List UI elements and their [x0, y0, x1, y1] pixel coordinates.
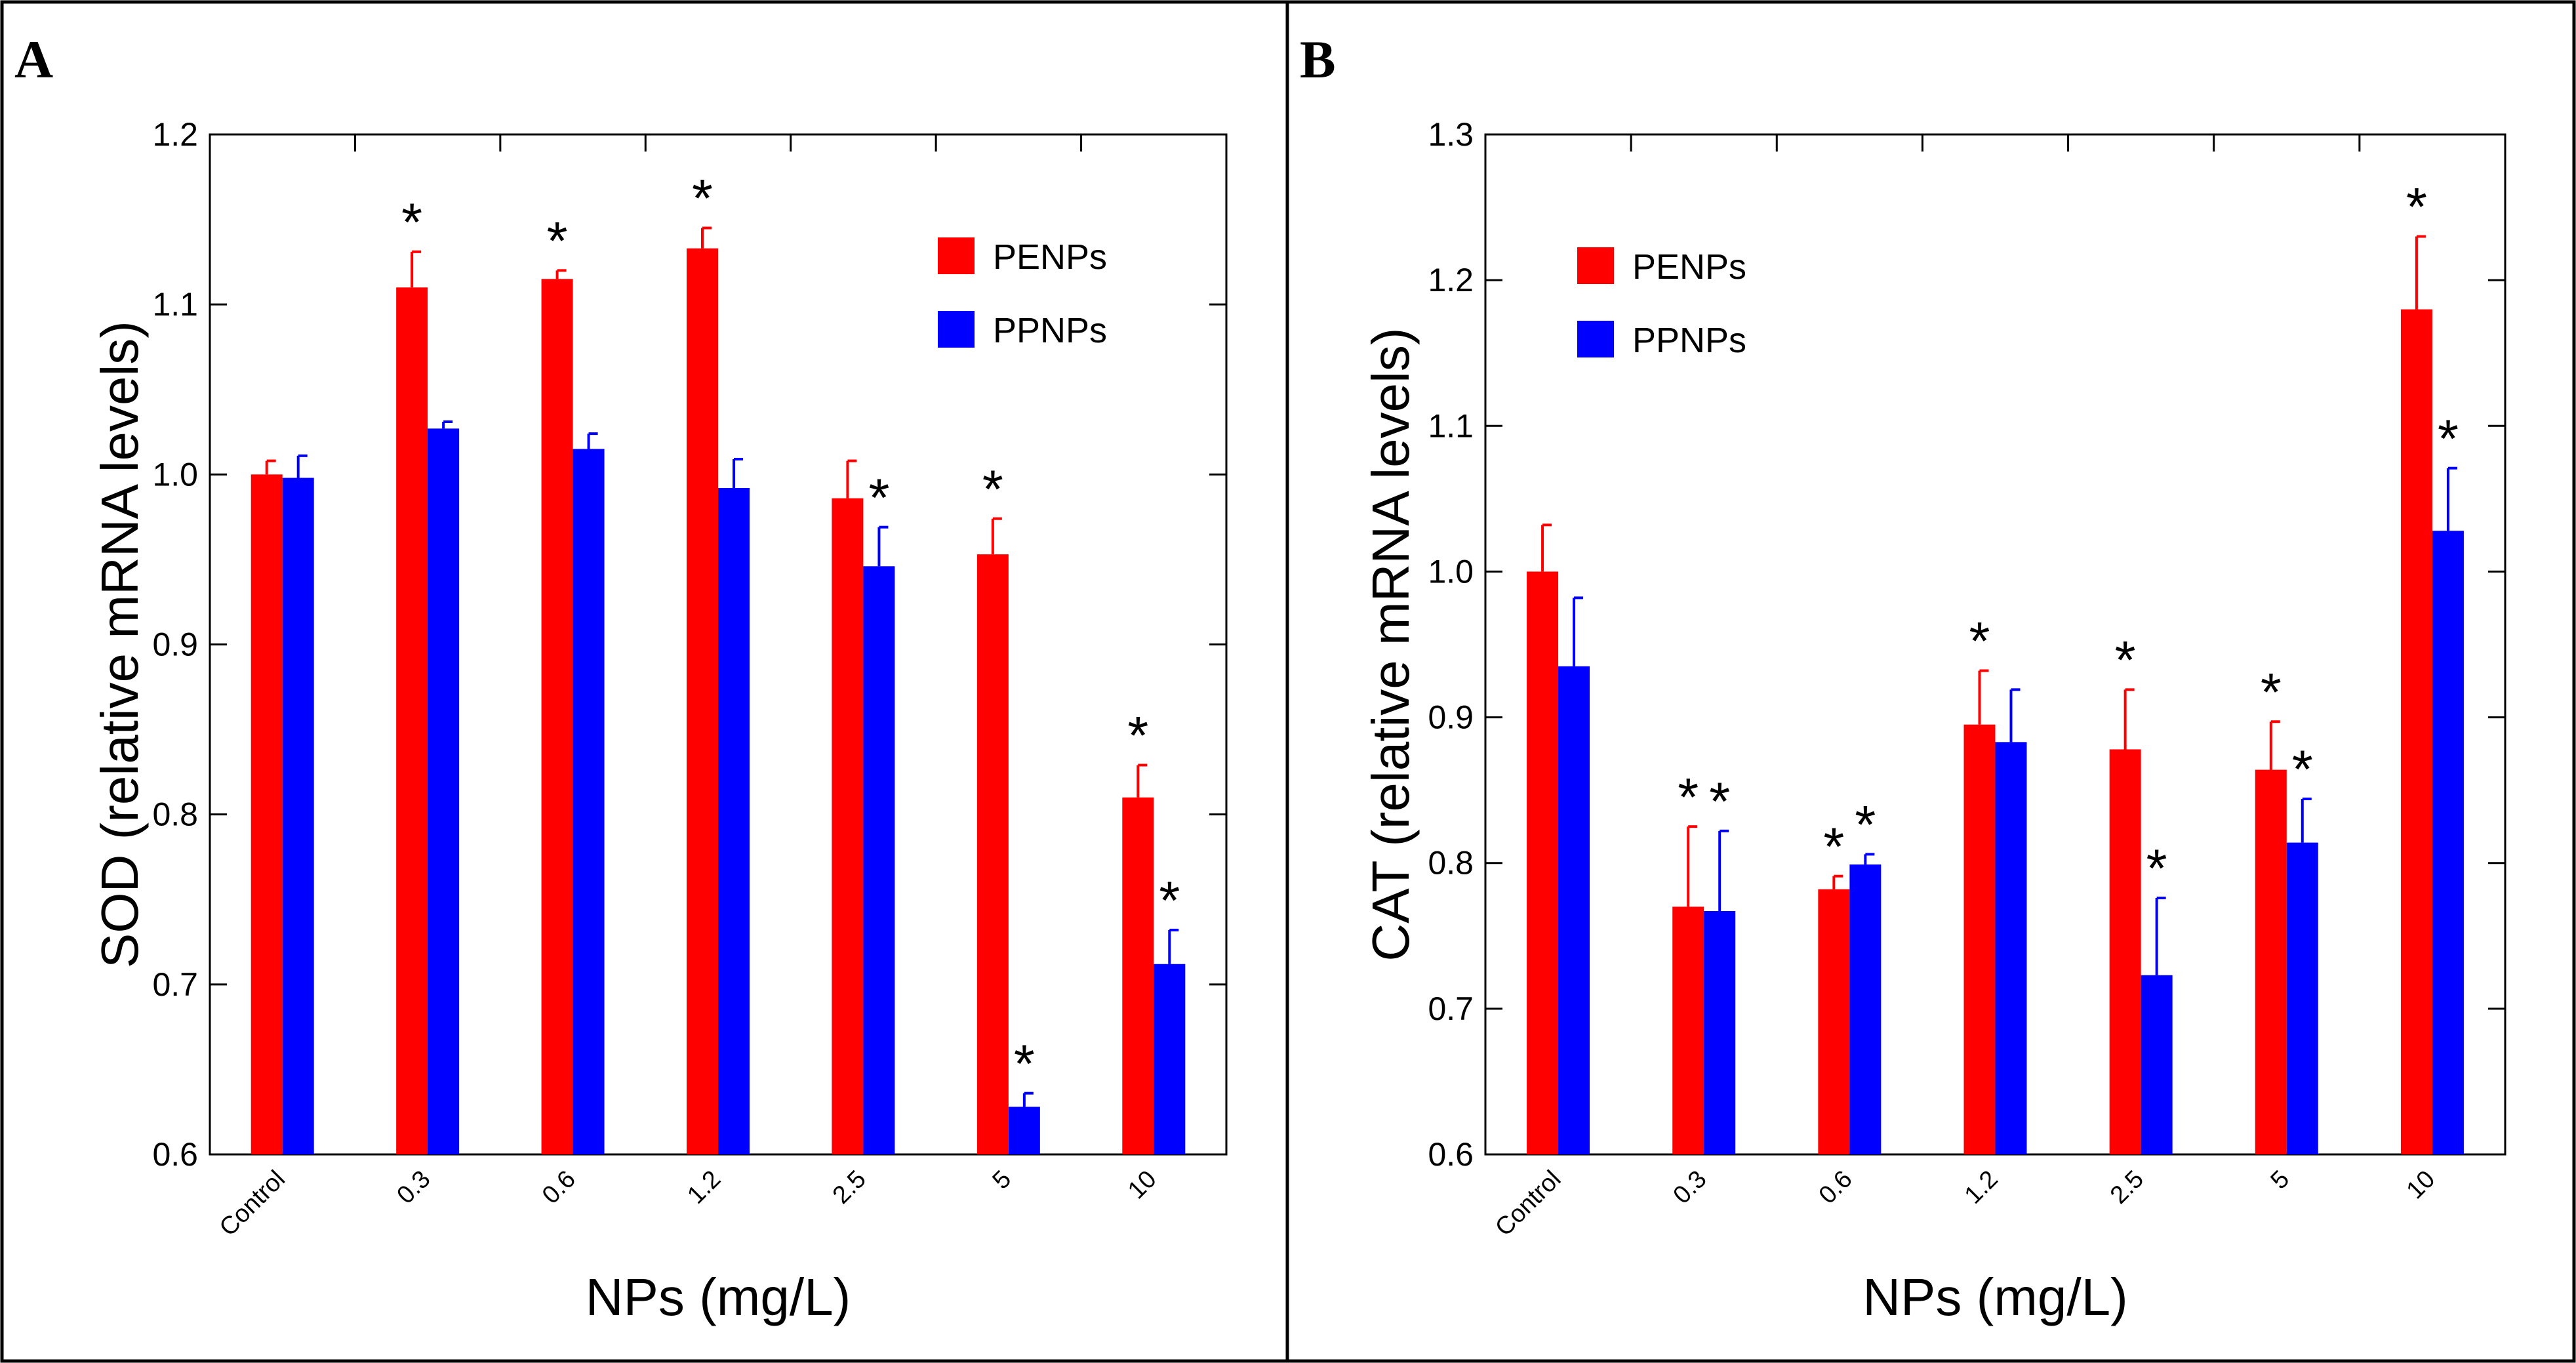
panel-b-ytick-label: 1.0	[1428, 553, 1474, 590]
panel-a-significance-star: *	[1127, 706, 1148, 766]
panel-a-ytick-label: 1.2	[152, 116, 198, 153]
panel-a-x-axis-title: NPs (mg/L)	[586, 1268, 851, 1326]
panel-a-letter: A	[14, 30, 53, 89]
panel-b-significance-star: *	[2146, 839, 2167, 899]
panel-b-ytick-label: 1.2	[1428, 262, 1474, 298]
panel-b-legend-swatch-penps	[1577, 247, 1614, 284]
panel-b-bar-penps	[1963, 724, 1996, 1154]
panel-a-bar-penps	[976, 554, 1009, 1154]
panel-b-significance-star: *	[1823, 817, 1844, 877]
panel-a-bar-penps	[251, 474, 283, 1155]
panel-b-bar-ppnps	[2141, 975, 2173, 1154]
panel-b-significance-star: *	[2406, 178, 2427, 237]
panel-b-significance-star: *	[1678, 767, 1699, 827]
panel-b-ytick-label: 0.8	[1428, 845, 1474, 882]
panel-a-bar-ppnps	[1154, 964, 1186, 1154]
panel-a-ytick-label: 0.9	[152, 626, 198, 663]
panel-a-bar-penps	[1122, 797, 1154, 1154]
panel-b-legend-label: PENPs	[1632, 247, 1746, 287]
panel-a-significance-star: *	[547, 211, 568, 271]
panel-b-bar-ppnps	[1704, 911, 1736, 1154]
panel-b-significance-star: *	[2438, 409, 2459, 469]
panel-a-legend-label: PENPs	[993, 237, 1107, 277]
panel-b-bar-penps	[2400, 309, 2432, 1155]
panel-a-legend-swatch-ppnps	[938, 311, 975, 348]
panel-b-bar-ppnps	[1849, 864, 1882, 1154]
panel-b-bar-penps	[1672, 906, 1704, 1154]
panel-b-ytick-label: 0.7	[1428, 990, 1474, 1027]
panel-a-significance-star: *	[982, 460, 1003, 519]
panel-b-ytick-label: 1.1	[1428, 407, 1474, 444]
panel-a-significance-star: *	[401, 193, 422, 253]
panel-a-bar-ppnps	[282, 478, 314, 1155]
panel-a-y-axis-title: SOD (relative mRNA levels)	[91, 321, 149, 968]
panel-b-bar-penps	[1527, 571, 1559, 1154]
panel-a-bar-penps	[541, 279, 573, 1155]
panel-a-significance-star: *	[868, 468, 889, 528]
panel-b-bar-ppnps	[1995, 742, 2027, 1154]
panel-a-legend-label: PPNPs	[993, 311, 1107, 350]
panel-b-bar-ppnps	[2432, 531, 2464, 1154]
panel-a-ytick-label: 1.1	[152, 286, 198, 323]
panel-b-legend-swatch-ppnps	[1577, 321, 1614, 357]
panel-b-ytick-label: 0.6	[1428, 1136, 1474, 1173]
panel-b-bar-ppnps	[2286, 842, 2318, 1154]
panel-b-letter: B	[1300, 30, 1336, 89]
panel-a-bar-penps	[396, 287, 428, 1154]
panel-b-significance-star: *	[1969, 612, 1990, 672]
panel-a-ytick-label: 0.8	[152, 796, 198, 833]
panel-b-y-axis-title: CAT (relative mRNA levels)	[1361, 327, 1420, 961]
panel-b-bar-ppnps	[1558, 666, 1590, 1154]
panel-b-ytick-label: 1.3	[1428, 116, 1474, 153]
panel-a-bar-ppnps	[1008, 1107, 1040, 1154]
panel-a-legend-swatch-penps	[938, 237, 975, 274]
panel-b-significance-star: *	[1709, 772, 1730, 832]
panel-a-bar-ppnps	[573, 449, 605, 1155]
panel-a-bar-penps	[687, 248, 718, 1155]
panel-a-significance-star: *	[692, 169, 713, 229]
panel-a-significance-star: *	[1159, 871, 1180, 931]
panel-a-bar-ppnps	[428, 428, 460, 1154]
panel-a-ytick-label: 1.0	[152, 456, 198, 493]
panel-b-significance-star: *	[1855, 795, 1876, 855]
panel-b-ytick-label: 0.9	[1428, 699, 1474, 736]
panel-b-significance-star: *	[2292, 740, 2313, 800]
panel-a-significance-star: *	[1014, 1034, 1035, 1094]
panel-b-significance-star: *	[2115, 630, 2136, 690]
panel-a-bar-ppnps	[718, 488, 750, 1154]
panel-a-bar-ppnps	[863, 566, 895, 1154]
panel-a-ytick-label: 0.7	[152, 966, 198, 1003]
panel-b-significance-star: *	[2261, 662, 2282, 722]
panel-b-bar-penps	[2109, 749, 2141, 1154]
panel-b-x-axis-title: NPs (mg/L)	[1862, 1268, 2128, 1326]
panel-a-ytick-label: 0.6	[152, 1136, 198, 1173]
panel-b-bar-penps	[2255, 769, 2287, 1154]
panel-b-bar-penps	[1818, 889, 1850, 1154]
panel-b-legend-label: PPNPs	[1632, 321, 1746, 360]
panel-a-bar-penps	[832, 498, 864, 1154]
